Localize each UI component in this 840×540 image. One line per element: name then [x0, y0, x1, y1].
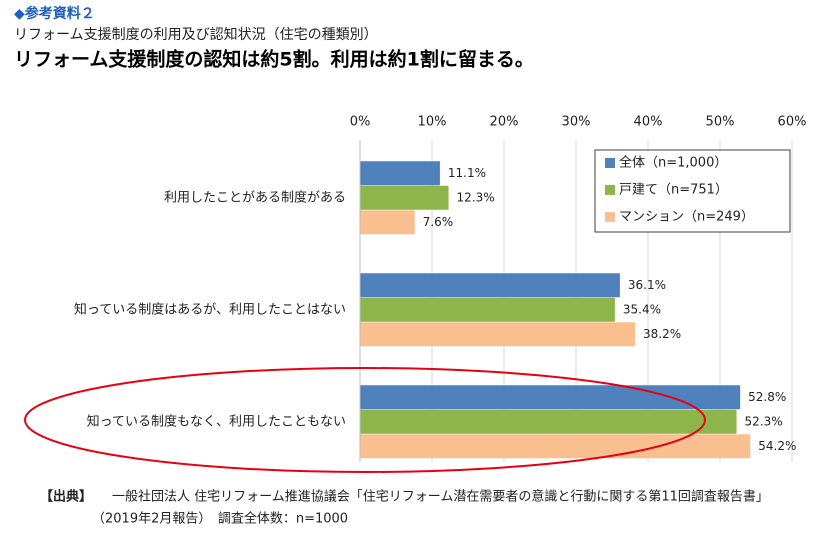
- x-tick-label: 20%: [490, 115, 519, 130]
- value-label: 52.8%: [748, 390, 786, 404]
- bar: [360, 322, 636, 347]
- doc-label: ◆参考資料２: [14, 5, 95, 22]
- category-label: 知っている制度もなく、利用したこともない: [87, 414, 346, 430]
- value-label: 35.4%: [623, 303, 661, 317]
- value-label: 7.6%: [423, 215, 454, 229]
- legend-label: 戸建て（n=751）: [619, 183, 728, 198]
- highlight-ellipse: [24, 367, 706, 473]
- value-label: 11.1%: [448, 166, 486, 180]
- x-tick-label: 30%: [562, 115, 591, 130]
- bar: [360, 409, 737, 434]
- x-tick-label: 10%: [418, 115, 447, 130]
- x-tick-label: 0%: [350, 115, 371, 130]
- value-label: 12.3%: [457, 191, 495, 205]
- source-text: 一般社団法人 住宅リフォーム推進協議会「住宅リフォーム潜在需要者の意識と行動に関…: [112, 489, 769, 505]
- legend-box: [594, 149, 791, 233]
- subtitle: リフォーム支援制度の利用及び認知状況（住宅の種類別）: [14, 26, 378, 43]
- category-label: 知っている制度はあるが、利用したことはない: [74, 302, 346, 318]
- bar: [360, 161, 440, 186]
- source-text: （2019年2月報告） 調査全体数：n=1000: [92, 511, 348, 527]
- bar: [360, 185, 449, 210]
- value-label: 36.1%: [628, 278, 666, 292]
- title: リフォーム支援制度の認知は約5割。利用は約1割に留まる。: [14, 48, 534, 71]
- value-label: 54.2%: [758, 439, 796, 453]
- bar: [360, 434, 751, 459]
- x-tick-label: 40%: [634, 115, 663, 130]
- legend-label: マンション（n=249）: [619, 210, 754, 225]
- x-tick-label: 60%: [778, 115, 807, 130]
- value-label: 38.2%: [643, 327, 681, 341]
- bar: [360, 385, 741, 410]
- legend-swatch: [605, 158, 615, 168]
- bar: [360, 297, 615, 322]
- legend-swatch: [605, 212, 615, 222]
- source-label: 【出典】: [40, 489, 92, 505]
- legend-swatch: [605, 185, 615, 195]
- category-label: 利用したことがある制度がある: [164, 190, 346, 206]
- bar: [360, 273, 620, 298]
- bar: [360, 210, 415, 235]
- value-label: 52.3%: [745, 415, 783, 429]
- legend-label: 全体（n=1,000）: [619, 155, 727, 171]
- x-tick-label: 50%: [706, 115, 735, 130]
